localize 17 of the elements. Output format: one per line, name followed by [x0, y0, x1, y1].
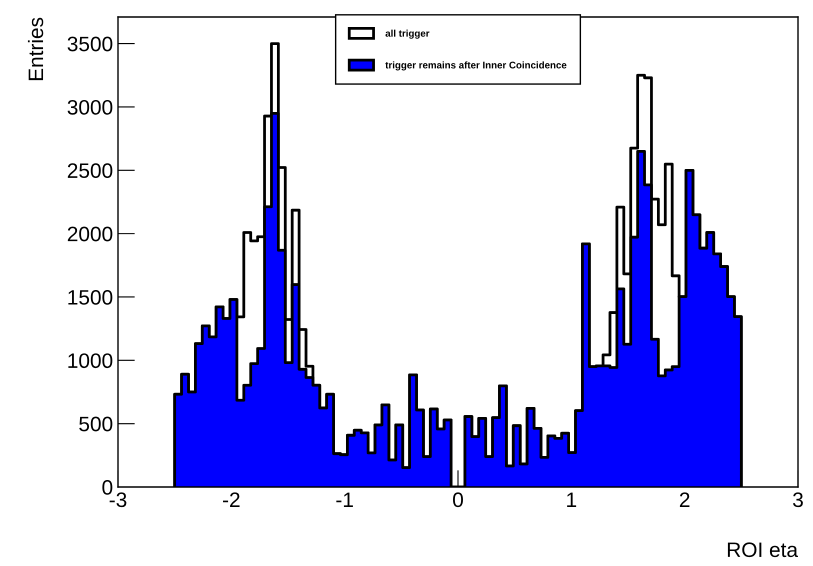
y-tick-label: 3000	[68, 100, 112, 115]
x-tick-label: 2	[680, 492, 690, 507]
y-tick-label: 3500	[68, 36, 112, 52]
y-tick-label: 1500	[68, 290, 112, 305]
legend-label: trigger remains after Inner Coincidence	[385, 61, 566, 70]
y-tick-label: 2000	[68, 226, 112, 242]
x-tick-label: 3	[793, 492, 803, 508]
y-tick-label: 1000	[68, 353, 112, 368]
x-tick-label: 1	[567, 492, 576, 507]
x-tick-label: -1	[336, 492, 353, 507]
x-tick-label: -2	[222, 492, 240, 507]
y-tick-label: 2500	[68, 163, 112, 178]
y-axis-title: Entries	[28, 18, 44, 80]
x-axis-title: ROI eta	[728, 542, 798, 558]
legend-label: all trigger	[386, 30, 430, 39]
y-tick-label: 500	[79, 416, 112, 432]
x-tick-label: 0	[453, 492, 463, 508]
